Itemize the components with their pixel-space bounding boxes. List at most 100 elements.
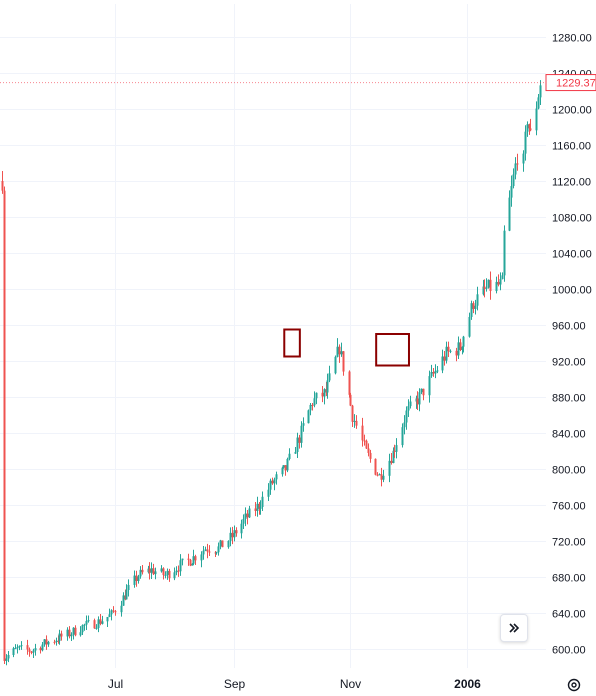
candle-body [14,648,17,650]
candle-body [99,619,102,624]
candle-body [443,356,446,361]
y-tick-label: 760.00 [552,501,586,513]
last-price-label: 1229.37 [556,78,596,90]
candle-body [416,398,419,405]
candle-body [3,190,6,661]
candle-body [127,584,130,591]
candle-body [449,350,452,352]
candle-body [526,124,529,132]
candle-body [275,474,278,480]
candle-body [271,480,274,484]
candle-body [26,645,29,650]
candle-body [420,388,423,393]
candle-body [244,513,247,519]
candle-body [139,569,142,577]
candle-body [160,568,163,572]
candle-body [114,611,117,613]
candle-body [122,595,125,606]
candle-body [353,420,356,422]
y-tick-label: 1120.00 [552,177,591,189]
candle-body [18,646,21,648]
candle-body [135,575,138,581]
candle-body [315,392,318,399]
candle-body [390,460,393,464]
candle-body [474,305,477,309]
candle-body [162,568,165,576]
candle-body [152,568,155,575]
candle-body [20,645,23,647]
candle-body [516,163,519,165]
candle-body [434,370,437,374]
candle-body [461,346,464,350]
candle-body [154,571,157,575]
y-tick-label: 880.00 [552,393,586,405]
candle-body [323,389,326,397]
candle-body [363,440,366,442]
candle-body [380,474,383,480]
candle-body [259,507,262,509]
candles [1,80,542,666]
candle-body [269,480,272,490]
candle-body [175,570,178,573]
candle-body [208,551,211,553]
candle-body [392,450,395,464]
gear-icon[interactable] [566,677,582,693]
candle-body [72,627,75,635]
candle-body [125,590,128,600]
candle-body [93,620,96,629]
candle-body [177,570,180,572]
candle-body [311,404,314,406]
candle-body [261,496,264,508]
candle-body [30,651,33,653]
candle-body [231,532,234,538]
candle-body [39,648,42,651]
highlight-box [283,328,301,358]
y-tick-label: 1200.00 [552,105,592,117]
candle-body [472,303,475,309]
candle-body [32,650,35,653]
candle-body [382,475,385,480]
candle-body [388,460,391,476]
scroll-to-realtime-button[interactable] [500,614,528,642]
candle-body [524,131,527,154]
y-tick-label: 1040.00 [552,249,592,261]
candle-body [510,186,513,198]
candle-body [148,568,151,573]
candle-body [281,467,284,475]
candle-body [367,448,370,453]
candle-body [194,556,197,561]
y-tick-label: 680.00 [552,573,586,585]
candle-body [233,530,236,538]
candle-body [108,614,111,617]
candle-body [294,451,297,454]
candle-body [87,620,90,622]
candle-body [428,376,431,396]
candle-body [457,342,460,356]
candle-body [365,440,368,449]
x-tick-label: Nov [340,677,361,691]
candle-body [248,508,251,518]
candle-body [535,108,538,131]
candle-body [395,445,398,452]
last-price-tag [545,74,596,92]
candle-body [43,639,46,645]
candle-body [235,530,238,534]
candle-body [296,437,299,452]
candle-body [430,372,433,377]
candle-body [313,398,316,406]
candle-body [286,458,289,471]
candle-body [298,437,301,443]
candle-body [110,610,113,615]
candle-body [462,336,465,347]
candle-body [447,346,450,352]
candle-body [79,632,82,636]
candle-body [340,351,343,355]
candle-body [53,641,56,643]
candle-body [16,647,19,649]
candle-body [246,513,249,518]
candle-body [101,621,104,624]
x-tick-label: Jul [108,677,123,691]
candle-body [470,303,473,317]
candle-body [512,174,515,187]
